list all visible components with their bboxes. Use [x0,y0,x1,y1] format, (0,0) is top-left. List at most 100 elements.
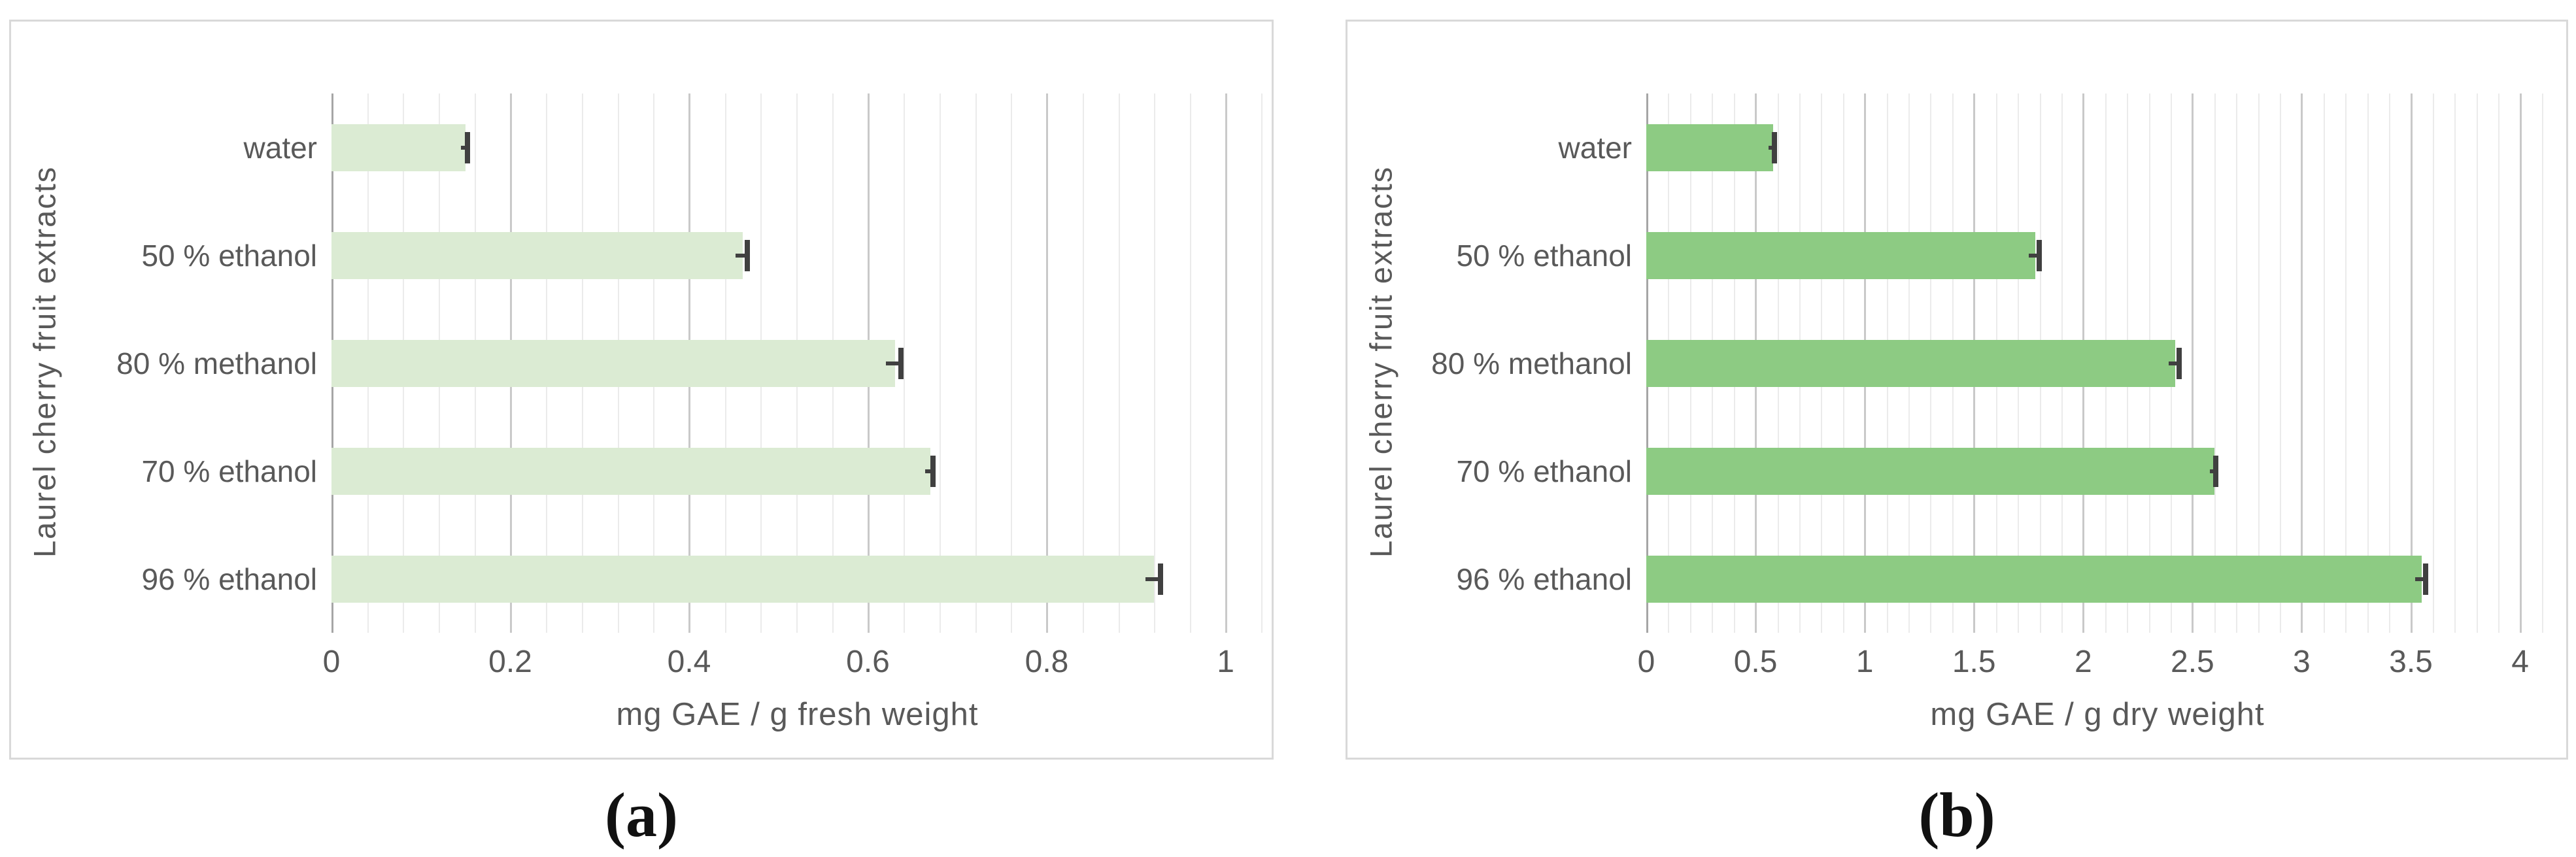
x-tick-label: 4 [2511,645,2529,679]
error-bar-cap [464,131,470,163]
gridline-minor [939,93,941,633]
error-bar-cap [1772,131,1778,163]
chart-a-panel: Laurel cherry fruit extracts water 50 % e… [9,20,1274,760]
bar-water [1646,124,1773,171]
plot-area [1646,93,2549,633]
gridline-minor [2498,93,2500,633]
bar-96-ethanol [1646,555,2422,603]
category-label: 50 % ethanol [141,238,317,273]
gridline-major [2192,93,2194,633]
bar-80-methanol [1646,339,2175,387]
error-bar-whisker [736,253,748,258]
category-label: 96 % ethanol [141,562,317,596]
error-bar-whisker [2415,577,2427,581]
chart-b-category-labels: water 50 % ethanol 80 % methanol 70 % ethan… [1410,93,1632,633]
x-tick-label: 3 [2293,645,2311,679]
x-tick-label: 1 [1856,645,1874,679]
bar-70-ethanol [331,447,931,495]
gridline-minor [975,93,977,633]
category-label: 50 % ethanol [1456,238,1632,273]
category-label: 80 % methanol [116,346,317,380]
error-bar-cap [744,239,750,271]
error-bar-cap [2036,239,2042,271]
gridline-major [1225,93,1227,633]
gridline-minor [904,93,906,633]
gridline-minor [2367,93,2369,633]
category-label: 70 % ethanol [141,454,317,488]
error-bar [885,347,904,379]
bar-96-ethanol [331,555,1155,603]
bar-50-ethanol [1646,231,2035,279]
chart-a-category-labels: water 50 % ethanol 80 % methanol 70 % ethan… [74,93,317,633]
error-bar-cap [898,347,904,379]
x-tick-label: 0.5 [1733,645,1778,679]
error-bar-whisker [1145,577,1161,581]
chart-b-panel: Laurel cherry fruit extracts water 50 % e… [1346,20,2568,760]
gridline-major [1046,93,1048,633]
error-bar-whisker [2028,253,2040,258]
plot-area [331,93,1263,633]
error-bar-whisker [925,469,934,473]
chart-b-caption: (b) [1918,779,1995,850]
x-tick-label: 2 [2074,645,2092,679]
gridline-minor [1082,93,1084,633]
gridline-minor [2280,93,2281,633]
gridline-minor [2258,93,2260,633]
error-bar [1145,563,1163,595]
error-bar-cap [930,455,936,487]
error-bar-whisker [2168,361,2180,365]
chart-a-y-axis-title: Laurel cherry fruit extracts [27,165,62,558]
x-tick-label: 0 [322,645,341,679]
category-label: water [243,130,317,165]
gridline-minor [2323,93,2325,633]
gridline-major [2301,93,2303,633]
x-tick-label: 0.2 [488,645,532,679]
error-bar [2415,563,2429,595]
error-bar-whisker [885,361,902,365]
gridline-major [2519,93,2522,633]
x-tick-label: 0 [1637,645,1655,679]
error-bar [2168,347,2182,379]
gridline-minor [1154,93,1156,633]
chart-a-x-axis-title: mg GAE / g fresh weight [616,697,979,732]
gridline-minor [1261,93,1263,633]
gridline-minor [2542,93,2543,633]
gridline-minor [1118,93,1120,633]
bar-80-methanol [331,339,895,387]
gridline-minor [2345,93,2347,633]
gridline-minor [2236,93,2238,633]
gridline-major [2410,93,2413,633]
x-tick-label: 3.5 [2389,645,2433,679]
gridline-minor [1011,93,1013,633]
x-tick-label: 0.4 [667,645,711,679]
error-bar-whisker [1769,145,1776,150]
error-bar-cap [2423,563,2429,595]
error-bar-cap [2176,347,2182,379]
chart-a-x-axis-ticks: 0 0.2 0.4 0.6 0.8 1 [323,644,1263,683]
x-tick-label: 0.6 [846,645,890,679]
x-tick-label: 1.5 [1952,645,1996,679]
chart-b-x-axis-ticks: 0 0.5 1 1.5 2 2.5 3 3.5 4 [1638,644,2549,683]
x-tick-label: 2.5 [2171,645,2214,679]
bar-70-ethanol [1646,447,2214,495]
chart-b-x-axis-title: mg GAE / g dry weight [1930,697,2265,732]
gridline-minor [1189,93,1191,633]
error-bar [2210,455,2219,487]
category-label: water [1558,130,1632,165]
gridline-minor [2476,93,2478,633]
chart-b-y-axis-title: Laurel cherry fruit extracts [1363,165,1398,558]
error-bar-whisker [2210,469,2217,473]
gridline-minor [2454,93,2456,633]
category-label: 80 % methanol [1431,346,1632,380]
error-bar [925,455,936,487]
bar-water [331,124,466,171]
gridline-minor [2389,93,2391,633]
error-bar [736,239,750,271]
gridline-minor [2432,93,2434,633]
error-bar [461,131,470,163]
chart-a-caption: (a) [605,779,678,850]
category-label: 96 % ethanol [1456,562,1632,596]
x-tick-label: 0.8 [1025,645,1069,679]
category-label: 70 % ethanol [1456,454,1632,488]
error-bar-cap [1157,563,1163,595]
